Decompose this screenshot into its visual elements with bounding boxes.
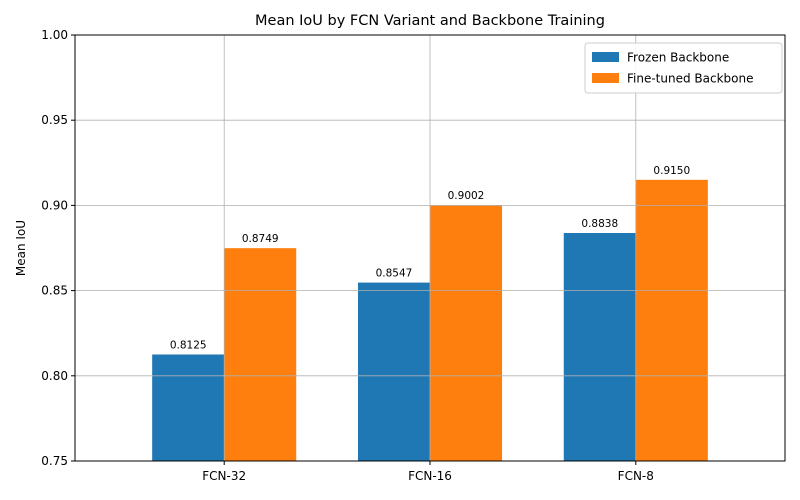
legend: Frozen Backbone Fine-tuned Backbone [584,42,783,94]
legend-box [584,42,783,94]
y-tick-label: 0.85 [41,284,68,298]
data-labels: 0.8125 0.8749 0.8547 0.9002 0.8838 0.9150 [170,165,690,352]
y-axis: 0.75 0.80 0.85 0.90 0.95 1.00 [41,28,75,468]
bar-value-label: 0.8749 [242,233,279,245]
bars [152,179,708,461]
x-tick-label: FCN-8 [618,469,654,483]
bar [224,248,297,461]
y-tick-label: 0.80 [41,369,68,383]
bar [430,205,503,461]
y-axis-label: Mean IoU [14,220,28,276]
legend-swatch [592,52,619,62]
bar-value-label: 0.8125 [170,340,207,352]
legend-swatch [592,73,619,83]
bar [635,179,708,461]
bar-value-label: 0.8838 [581,218,618,230]
legend-label: Fine-tuned Backbone [627,72,754,86]
legend-label: Frozen Backbone [627,51,729,65]
bar-value-label: 0.8547 [376,268,413,280]
bar-value-label: 0.9002 [448,190,485,202]
bar [152,354,225,461]
x-tick-label: FCN-32 [202,469,246,483]
y-tick-label: 0.90 [41,198,68,212]
y-tick-label: 0.95 [41,113,68,127]
y-tick-label: 0.75 [41,454,68,468]
x-tick-label: FCN-16 [408,469,452,483]
y-tick-label: 1.00 [41,28,68,42]
bar [357,282,430,461]
chart-title: Mean IoU by FCN Variant and Backbone Tra… [255,13,605,29]
bar-value-label: 0.9150 [653,165,690,177]
x-axis: FCN-32 FCN-16 FCN-8 [202,461,654,483]
bar [563,233,636,461]
